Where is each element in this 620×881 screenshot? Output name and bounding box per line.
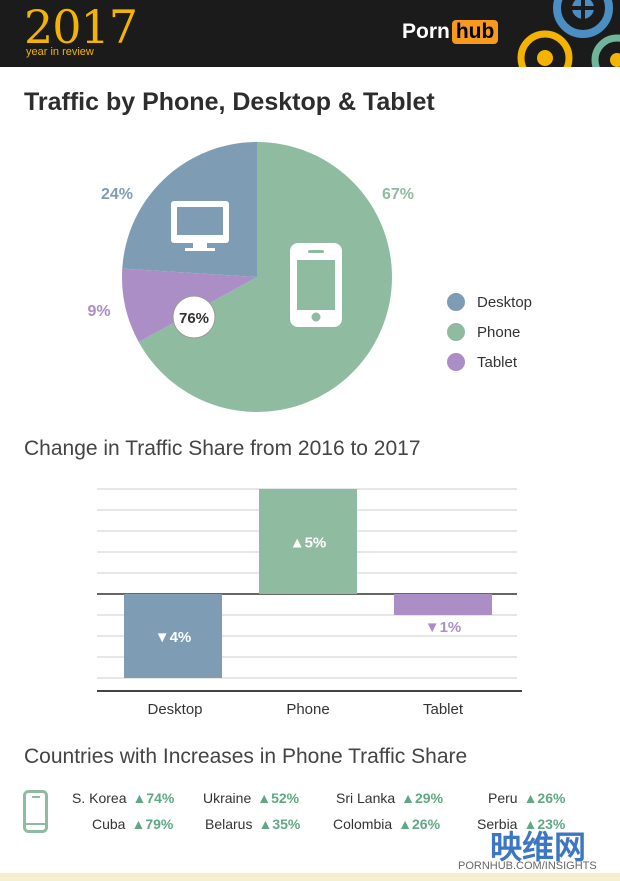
legend-swatch — [447, 323, 465, 341]
bar-chart: ▼4% ▲5% ▼1% Desktop Phone Tablet — [97, 488, 522, 718]
brand-logo-left: Porn — [402, 20, 450, 43]
watermark: 映维网 — [490, 829, 587, 865]
legend-item-phone: Phone — [447, 317, 532, 347]
country-item: Sri Lanka ▲29% — [336, 790, 444, 806]
decorative-circles-icon — [517, 0, 620, 67]
pie-slice-phone — [138, 142, 392, 412]
country-item: Peru ▲26% — [488, 790, 566, 806]
year-title: 2017 — [24, 0, 138, 54]
x-tick-label: Tablet — [423, 701, 464, 718]
header-bar: 2017 year in review Porn hub — [0, 0, 620, 67]
countries-row: Cuba ▲79% Belarus ▲35% Colombia ▲26% Serbia… — [60, 816, 600, 842]
pie-label-tablet: 9% — [87, 303, 110, 320]
country-item: Ukraine ▲52% — [203, 790, 300, 806]
x-tick-label: Desktop — [147, 701, 202, 718]
pie-chart-title: Traffic by Phone, Desktop & Tablet — [24, 88, 435, 116]
legend-label: Desktop — [477, 293, 533, 311]
footer-strip — [0, 873, 620, 881]
bar-desktop — [124, 594, 222, 678]
legend-label: Tablet — [477, 353, 518, 371]
countries-title: Countries with Increases in Phone Traffi… — [24, 745, 468, 768]
pie-label-phone: 67% — [382, 186, 414, 203]
brand-logo-right: hub — [451, 20, 499, 44]
bar-value-label: ▼1% — [425, 619, 462, 636]
bar-chart-title: Change in Traffic Share from 2016 to 201… — [24, 437, 421, 460]
x-tick-label: Phone — [286, 701, 329, 718]
countries-row: S. Korea ▲74% Ukraine ▲52% Sri Lanka ▲29% P… — [60, 790, 600, 816]
countries-table: S. Korea ▲74% Ukraine ▲52% Sri Lanka ▲29% P… — [60, 790, 600, 842]
country-item: Colombia ▲26% — [333, 816, 441, 832]
pie-label-desktop: 24% — [101, 186, 133, 203]
brand-logo: Porn hub — [402, 20, 499, 44]
country-item: Cuba ▲79% — [92, 816, 174, 832]
bar-tablet — [394, 594, 492, 615]
pie-legend: Desktop Phone Tablet — [447, 287, 532, 377]
bar-value-label: ▲5% — [290, 535, 327, 552]
pie-chart: 76% 24% 67% 9% — [87, 142, 414, 412]
legend-swatch — [447, 353, 465, 371]
footer-url: PORNHUB.COM/INSIGHTS — [458, 860, 597, 872]
legend-label: Phone — [477, 323, 521, 341]
legend-item-desktop: Desktop — [447, 287, 532, 317]
country-item: Serbia ▲23% — [477, 816, 566, 832]
country-item: Belarus ▲35% — [205, 816, 301, 832]
bar-value-label: ▼4% — [155, 629, 192, 646]
phone-icon — [290, 243, 342, 327]
phone-icon — [23, 790, 48, 833]
country-item: S. Korea ▲74% — [72, 790, 175, 806]
legend-swatch — [447, 293, 465, 311]
legend-item-tablet: Tablet — [447, 347, 532, 377]
pie-center-label: 76% — [179, 310, 209, 327]
year-subtitle: year in review — [26, 46, 94, 58]
bar-phone — [259, 489, 357, 594]
desktop-icon — [171, 201, 229, 251]
